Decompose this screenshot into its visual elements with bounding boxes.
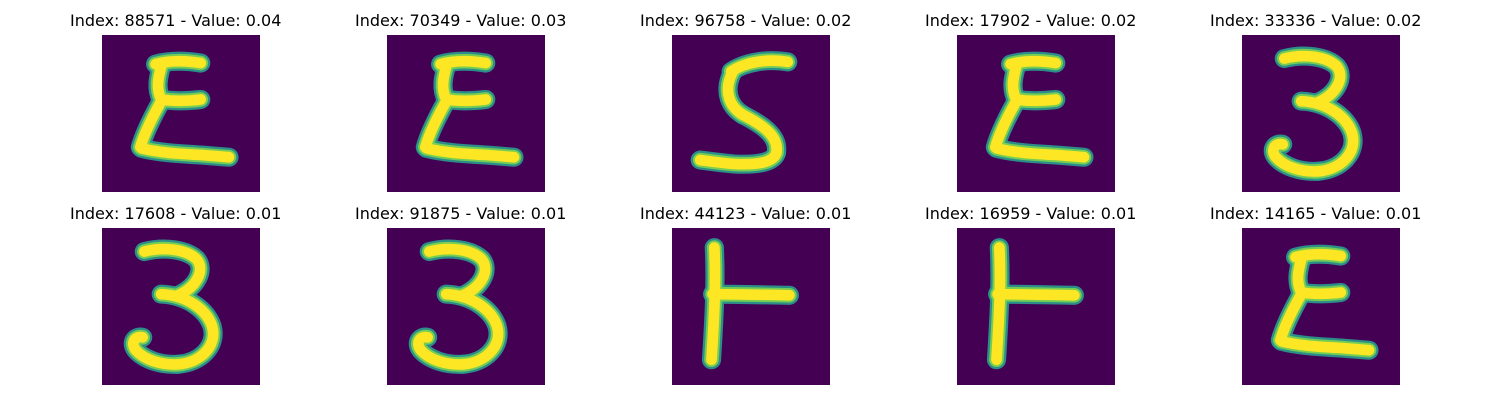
glyph-three [1242, 35, 1400, 192]
image-background [672, 228, 830, 385]
panel-5: Index: 33336 - Value: 0.02 [1210, 0, 1500, 190]
panel-10: Index: 14165 - Value: 0.01 [1210, 193, 1500, 383]
glyph-epsilon [957, 35, 1115, 192]
glyph-five [672, 35, 830, 192]
glyph-epsilon [1242, 228, 1400, 385]
panel-6: Index: 17608 - Value: 0.01 [70, 193, 370, 383]
glyph-tee [957, 228, 1115, 385]
panel-7: Index: 91875 - Value: 0.01 [355, 193, 655, 383]
panel-2: Index: 70349 - Value: 0.03 [355, 0, 655, 190]
panel-title: Index: 14165 - Value: 0.01 [1210, 204, 1500, 223]
digit-image [102, 35, 260, 192]
digit-image [387, 228, 545, 385]
digit-image [672, 228, 830, 385]
glyph-stroke [713, 294, 790, 295]
digit-image [1242, 228, 1400, 385]
glyph-stroke [998, 294, 1075, 295]
glyph-stroke [712, 248, 715, 360]
panel-title: Index: 33336 - Value: 0.02 [1210, 11, 1500, 30]
glyph-stroke [1016, 99, 1056, 100]
glyph-epsilon [102, 35, 260, 192]
digit-image [102, 228, 260, 385]
digit-image [957, 228, 1115, 385]
glyph-three [102, 228, 260, 385]
panel-1: Index: 88571 - Value: 0.04 [70, 0, 370, 190]
digit-image [957, 35, 1115, 192]
panel-8: Index: 44123 - Value: 0.01 [640, 193, 940, 383]
glyph-epsilon [387, 35, 545, 192]
glyph-stroke [1301, 292, 1341, 293]
panel-9: Index: 16959 - Value: 0.01 [925, 193, 1225, 383]
glyph-stroke [997, 248, 1000, 360]
glyph-stroke [161, 99, 201, 100]
digit-image [387, 35, 545, 192]
panel-4: Index: 17902 - Value: 0.02 [925, 0, 1225, 190]
glyph-stroke [446, 99, 486, 100]
glyph-tee [672, 228, 830, 385]
image-background [957, 228, 1115, 385]
digit-image [672, 35, 830, 192]
glyph-three [387, 228, 545, 385]
digit-image [1242, 35, 1400, 192]
panel-3: Index: 96758 - Value: 0.02 [640, 0, 940, 190]
